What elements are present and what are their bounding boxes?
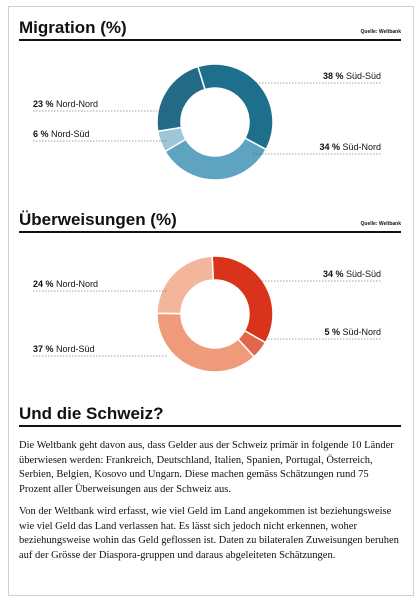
slice-label: 23 % Nord-Nord bbox=[33, 99, 167, 112]
migration-donut-svg: 38 % Süd-Süd 34 % Süd-Nord 6 % Nord-Süd 23 … bbox=[33, 63, 381, 181]
slice-pct: 34 % bbox=[319, 142, 342, 152]
infographic-page: Migration (%) Quelle: Weltbank 38 % Süd-… bbox=[8, 6, 414, 596]
slice-category: Süd-Süd bbox=[346, 269, 381, 279]
switzerland-text: Die Weltbank geht davon aus, dass Gelder… bbox=[19, 439, 403, 571]
slice-label: 38 % Süd-Süd bbox=[253, 71, 381, 84]
slice-label: 24 % Nord-Nord bbox=[33, 279, 167, 292]
donut-slice-nord-s-d bbox=[156, 312, 256, 373]
migration-chart: 38 % Süd-Süd 34 % Süd-Nord 6 % Nord-Süd 23 … bbox=[9, 47, 413, 217]
slice-label-text: 6 % Nord-Süd bbox=[33, 129, 90, 139]
migration-source: Quelle: Weltbank bbox=[360, 29, 401, 35]
slice-label-text: 5 % Süd-Nord bbox=[324, 327, 381, 337]
migration-title: Migration (%) bbox=[19, 18, 127, 37]
switzerland-title: Und die Schweiz? bbox=[19, 404, 164, 423]
slice-label: 34 % Süd-Süd bbox=[253, 269, 381, 282]
paragraph: Die Weltbank geht davon aus, dass Gelder… bbox=[19, 440, 394, 495]
slice-pct: 23 % bbox=[33, 99, 56, 109]
donut-slice-s-d-nord bbox=[164, 137, 268, 181]
paragraph: Von der Weltbank wird erfasst, wie viel … bbox=[19, 506, 399, 561]
slice-pct: 6 % bbox=[33, 129, 51, 139]
remittances-title: Überweisungen (%) bbox=[19, 210, 177, 229]
remittances-chart: 34 % Süd-Süd 5 % Süd-Nord 37 % Nord-Süd 24 … bbox=[9, 239, 413, 409]
slice-label: 37 % Nord-Süd bbox=[33, 344, 167, 357]
slice-category: Nord-Nord bbox=[56, 279, 98, 289]
slice-label-text: 38 % Süd-Süd bbox=[323, 71, 381, 81]
donut-slice-nord-nord bbox=[156, 255, 215, 315]
switzerland-header: Und die Schweiz? bbox=[19, 403, 401, 427]
donut-slice-s-d-s-d bbox=[211, 255, 274, 344]
slice-pct: 24 % bbox=[33, 279, 56, 289]
slice-pct: 37 % bbox=[33, 344, 56, 354]
slice-label-text: 34 % Süd-Nord bbox=[319, 142, 381, 152]
donut-slice-nord-nord bbox=[156, 65, 206, 133]
slice-category: Nord-Süd bbox=[56, 344, 95, 354]
slice-label-text: 34 % Süd-Süd bbox=[323, 269, 381, 279]
slice-pct: 5 % bbox=[324, 327, 342, 337]
slice-label-text: 24 % Nord-Nord bbox=[33, 279, 98, 289]
slice-category: Süd-Süd bbox=[346, 71, 381, 81]
remittances-donut-svg: 34 % Süd-Süd 5 % Süd-Nord 37 % Nord-Süd 24 … bbox=[33, 255, 381, 373]
slice-label-text: 37 % Nord-Süd bbox=[33, 344, 95, 354]
donut-slice-s-d-s-d bbox=[196, 63, 274, 151]
remittances-header: Überweisungen (%) Quelle: Weltbank bbox=[19, 209, 401, 233]
slice-pct: 34 % bbox=[323, 269, 346, 279]
slice-label-text: 23 % Nord-Nord bbox=[33, 99, 98, 109]
remittances-source: Quelle: Weltbank bbox=[360, 221, 401, 227]
slice-label: 5 % Süd-Nord bbox=[265, 327, 381, 340]
slice-category: Süd-Nord bbox=[342, 142, 381, 152]
migration-header: Migration (%) Quelle: Weltbank bbox=[19, 17, 401, 41]
slice-category: Nord-Nord bbox=[56, 99, 98, 109]
slice-category: Nord-Süd bbox=[51, 129, 90, 139]
slice-category: Süd-Nord bbox=[342, 327, 381, 337]
slice-pct: 38 % bbox=[323, 71, 346, 81]
slice-label: 6 % Nord-Süd bbox=[33, 129, 167, 142]
slice-label: 34 % Süd-Nord bbox=[253, 142, 381, 155]
